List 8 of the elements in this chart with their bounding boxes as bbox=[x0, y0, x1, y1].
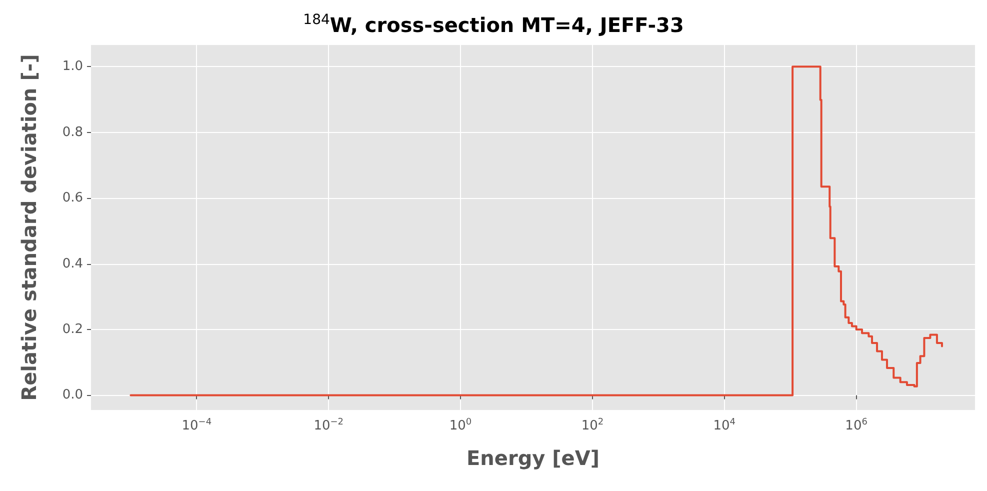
y-tick-label: 1.0 bbox=[62, 59, 83, 74]
y-tick-label: 0.4 bbox=[62, 256, 83, 272]
y-tick-label: 0.8 bbox=[62, 124, 83, 140]
x-axis-title: Energy [eV] bbox=[466, 446, 600, 470]
y-tick-label: 0.2 bbox=[62, 322, 83, 338]
y-tick-label: 0.0 bbox=[62, 388, 83, 403]
y-axis-title: Relative standard deviation [-] bbox=[17, 54, 41, 401]
y-tick-label: 0.6 bbox=[62, 190, 83, 206]
